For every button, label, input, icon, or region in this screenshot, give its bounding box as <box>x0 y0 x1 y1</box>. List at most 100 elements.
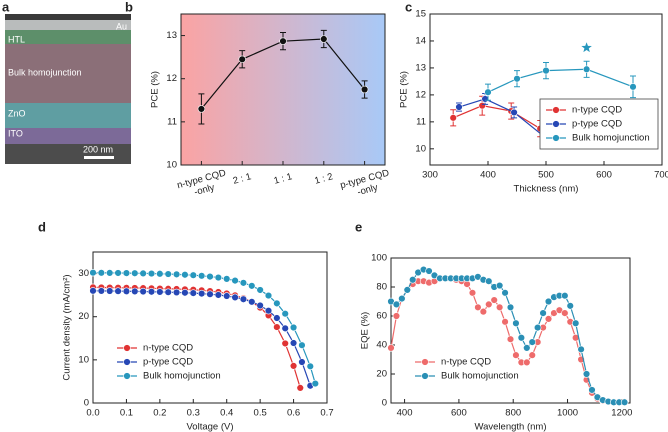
y-tick-label: 60 <box>376 311 387 322</box>
plot-frame <box>390 257 631 404</box>
data-point <box>398 294 406 303</box>
data-point <box>281 309 289 318</box>
x-tick-label: 800 <box>505 408 521 419</box>
y-tick-label: 14 <box>415 35 426 46</box>
data-point <box>214 273 223 282</box>
legend-label: p-type CQD <box>143 357 193 368</box>
data-point <box>239 295 248 303</box>
data-point <box>409 276 417 284</box>
data-point <box>468 289 477 297</box>
data-point <box>279 37 287 45</box>
y-tick-label: 100 <box>371 253 387 264</box>
data-point <box>474 303 482 311</box>
data-point <box>620 398 629 406</box>
data-point <box>281 324 289 333</box>
data-point <box>506 335 515 343</box>
panel-letter: b <box>125 0 133 14</box>
data-point <box>512 319 520 327</box>
data-point <box>320 35 328 43</box>
legend-label: n-type CQD <box>441 357 491 368</box>
legend-label: Bulk homojunction <box>572 133 650 144</box>
legend-label: n-type CQD <box>143 343 193 354</box>
data-point <box>506 303 515 311</box>
data-point <box>122 269 131 277</box>
panel-letter: a <box>2 0 10 14</box>
x-tick-label: 700 <box>654 170 668 181</box>
legend-marker <box>123 358 131 366</box>
y-tick-label: 12 <box>166 73 177 84</box>
data-point <box>403 286 411 294</box>
data-point <box>189 271 197 279</box>
y-tick-label: 13 <box>415 62 426 73</box>
data-point <box>248 282 256 290</box>
series-line <box>390 268 625 403</box>
data-point <box>238 55 246 63</box>
data-point <box>455 103 463 111</box>
legend-marker <box>421 372 429 380</box>
data-point <box>248 298 256 306</box>
data-point <box>306 362 314 371</box>
data-point <box>588 386 596 394</box>
layer-zno <box>5 103 131 128</box>
x-tick-label: 600 <box>451 408 467 419</box>
data-point <box>289 362 298 370</box>
data-point <box>484 88 492 96</box>
data-point <box>495 303 504 311</box>
data-point <box>172 270 181 279</box>
y-tick-label: 40 <box>376 340 387 351</box>
x-tick-label: 400 <box>480 170 496 181</box>
scale-bar-label: 200 nm <box>83 144 113 154</box>
data-point <box>479 307 488 316</box>
y-tick-label: 80 <box>376 282 387 293</box>
x-tick-label: 1 : 1 <box>273 171 294 186</box>
data-point <box>164 288 172 296</box>
data-point <box>114 287 122 295</box>
legend-label: p-type CQD <box>572 119 622 130</box>
plot-frame <box>92 251 328 404</box>
data-point <box>181 289 189 297</box>
scale-bar <box>84 156 114 159</box>
y-axis-label: Current density (mA/cm²) <box>62 274 73 380</box>
data-point <box>147 288 156 296</box>
layer-label: ITO <box>8 128 23 138</box>
data-point <box>206 290 214 298</box>
y-tick-label: 20 <box>78 311 89 322</box>
data-point <box>256 286 264 294</box>
x-tick-label: 1 : 2 <box>313 171 334 186</box>
data-point <box>273 299 281 308</box>
legend-marker <box>552 134 560 142</box>
data-point <box>478 101 486 110</box>
layer-label: HTL <box>8 34 25 44</box>
legend-label: Bulk homojunction <box>143 371 221 382</box>
data-point <box>298 341 306 349</box>
data-point <box>517 334 526 342</box>
legend-label: n-type CQD <box>572 105 622 116</box>
series-line <box>458 98 547 139</box>
layer-label: Bulk homojunction <box>8 67 82 77</box>
data-point <box>197 105 206 113</box>
data-point <box>239 279 248 287</box>
layer-label: Au <box>116 21 127 31</box>
data-point <box>223 292 231 300</box>
data-point <box>577 345 585 354</box>
data-point <box>181 271 189 279</box>
data-point <box>311 379 319 388</box>
data-point <box>528 338 536 346</box>
data-point <box>139 287 147 296</box>
data-point <box>512 351 520 359</box>
data-point <box>273 314 281 322</box>
data-point <box>296 384 304 392</box>
data-point <box>289 339 298 347</box>
data-point <box>571 319 580 327</box>
x-axis-label: Voltage (V) <box>187 422 234 432</box>
x-tick-label: p-type CQD-only <box>339 167 393 201</box>
series-line <box>92 272 316 384</box>
x-tick-label: 300 <box>422 170 438 181</box>
data-point <box>544 315 553 323</box>
data-point <box>528 351 536 359</box>
data-point <box>289 323 298 332</box>
data-point <box>387 344 395 352</box>
data-point <box>561 292 569 300</box>
x-tick-label: 0.0 <box>86 408 99 419</box>
data-point <box>513 75 521 83</box>
